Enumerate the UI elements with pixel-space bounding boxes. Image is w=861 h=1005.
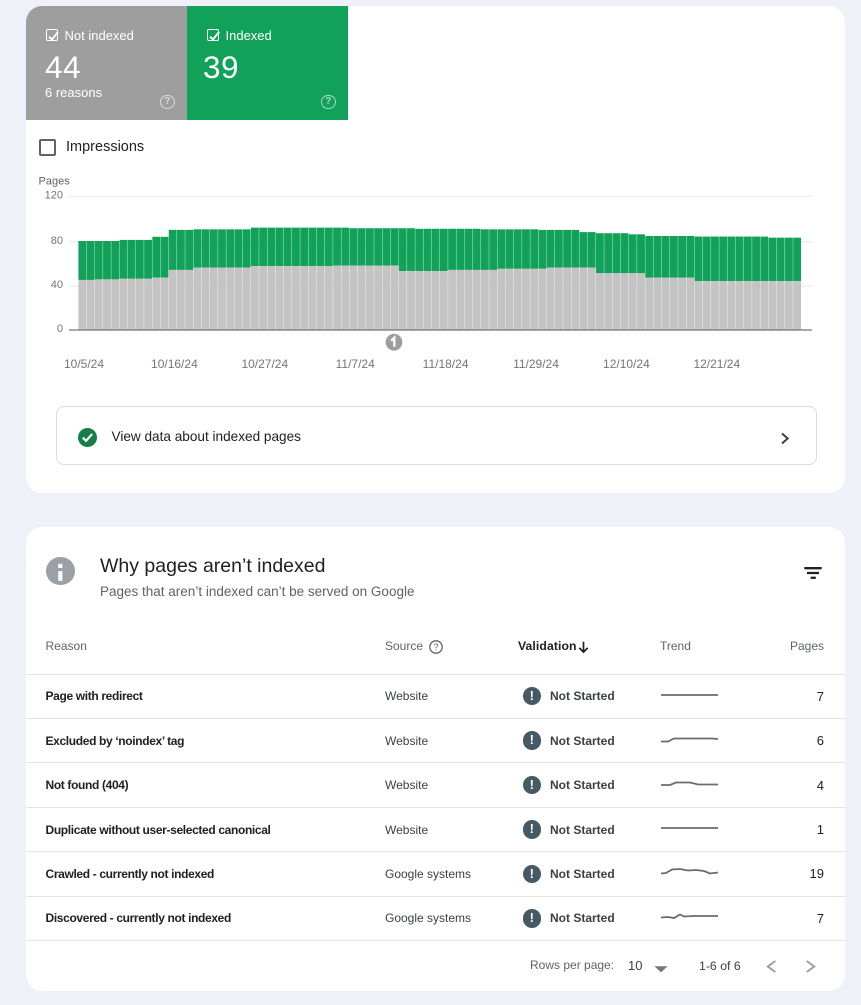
svg-text:11/29/24: 11/29/24 <box>513 357 559 371</box>
svg-text:11/18/24: 11/18/24 <box>423 357 469 371</box>
svg-text:10/27/24: 10/27/24 <box>241 357 288 371</box>
svg-text:10/5/24: 10/5/24 <box>64 357 104 371</box>
svg-text:Pages: Pages <box>39 175 71 187</box>
svg-text:11/7/24: 11/7/24 <box>336 357 375 371</box>
svg-text:12/21/24: 12/21/24 <box>693 357 740 371</box>
svg-text:120: 120 <box>45 189 63 201</box>
svg-text:?: ? <box>434 642 439 652</box>
svg-text:10/16/24: 10/16/24 <box>151 357 198 371</box>
svg-text:0: 0 <box>57 323 63 335</box>
svg-text:40: 40 <box>51 279 63 291</box>
svg-text:12/10/24: 12/10/24 <box>603 357 650 371</box>
svg-text:80: 80 <box>51 235 63 247</box>
